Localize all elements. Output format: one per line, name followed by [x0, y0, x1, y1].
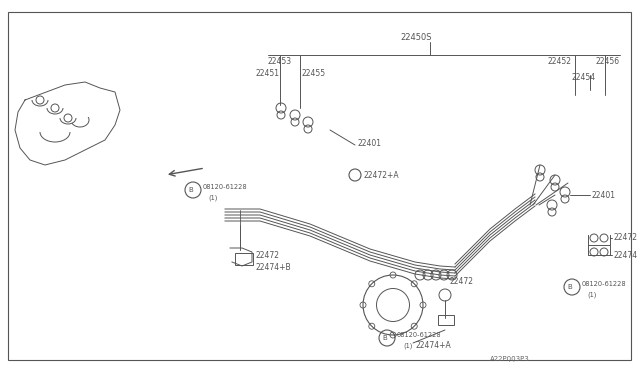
Text: 22401: 22401 [358, 138, 382, 148]
Text: 22453: 22453 [268, 58, 292, 67]
Text: 22451: 22451 [255, 68, 279, 77]
Text: 08120-61228: 08120-61228 [397, 332, 442, 338]
Text: 22452: 22452 [547, 58, 571, 67]
Bar [235, 253, 253, 265]
Text: 22474: 22474 [614, 250, 638, 260]
Text: 22474+A: 22474+A [415, 340, 451, 350]
Text: 22474+B: 22474+B [256, 263, 292, 273]
Text: 22472: 22472 [614, 232, 638, 241]
Text: B: B [568, 284, 572, 290]
Text: B: B [189, 187, 193, 193]
Text: 08120-61228: 08120-61228 [582, 281, 627, 287]
Text: 22472: 22472 [450, 278, 474, 286]
Text: 08120-61228: 08120-61228 [203, 184, 248, 190]
Text: (1): (1) [403, 343, 412, 349]
Text: 22472: 22472 [256, 251, 280, 260]
Text: B: B [383, 335, 387, 341]
Text: (1): (1) [208, 195, 218, 201]
Text: 22456: 22456 [595, 58, 619, 67]
Text: (1): (1) [587, 292, 596, 298]
Text: 22450S: 22450S [400, 33, 431, 42]
Text: 22401: 22401 [592, 190, 616, 199]
Text: 22455: 22455 [302, 68, 326, 77]
Text: 22472+A: 22472+A [363, 170, 399, 180]
Bar [438, 315, 454, 325]
Text: 22454: 22454 [572, 74, 596, 83]
Text: A22P0̣0̣3P3: A22P0̣0̣3P3 [490, 355, 530, 361]
